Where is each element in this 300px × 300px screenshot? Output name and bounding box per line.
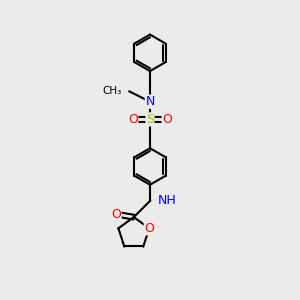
Text: O: O — [111, 208, 121, 221]
Text: O: O — [128, 113, 138, 126]
Text: NH: NH — [158, 194, 177, 207]
Text: O: O — [162, 113, 172, 126]
Text: CH₃: CH₃ — [103, 86, 122, 96]
Text: S: S — [146, 113, 154, 126]
Text: N: N — [145, 95, 155, 108]
Text: O: O — [144, 222, 154, 235]
